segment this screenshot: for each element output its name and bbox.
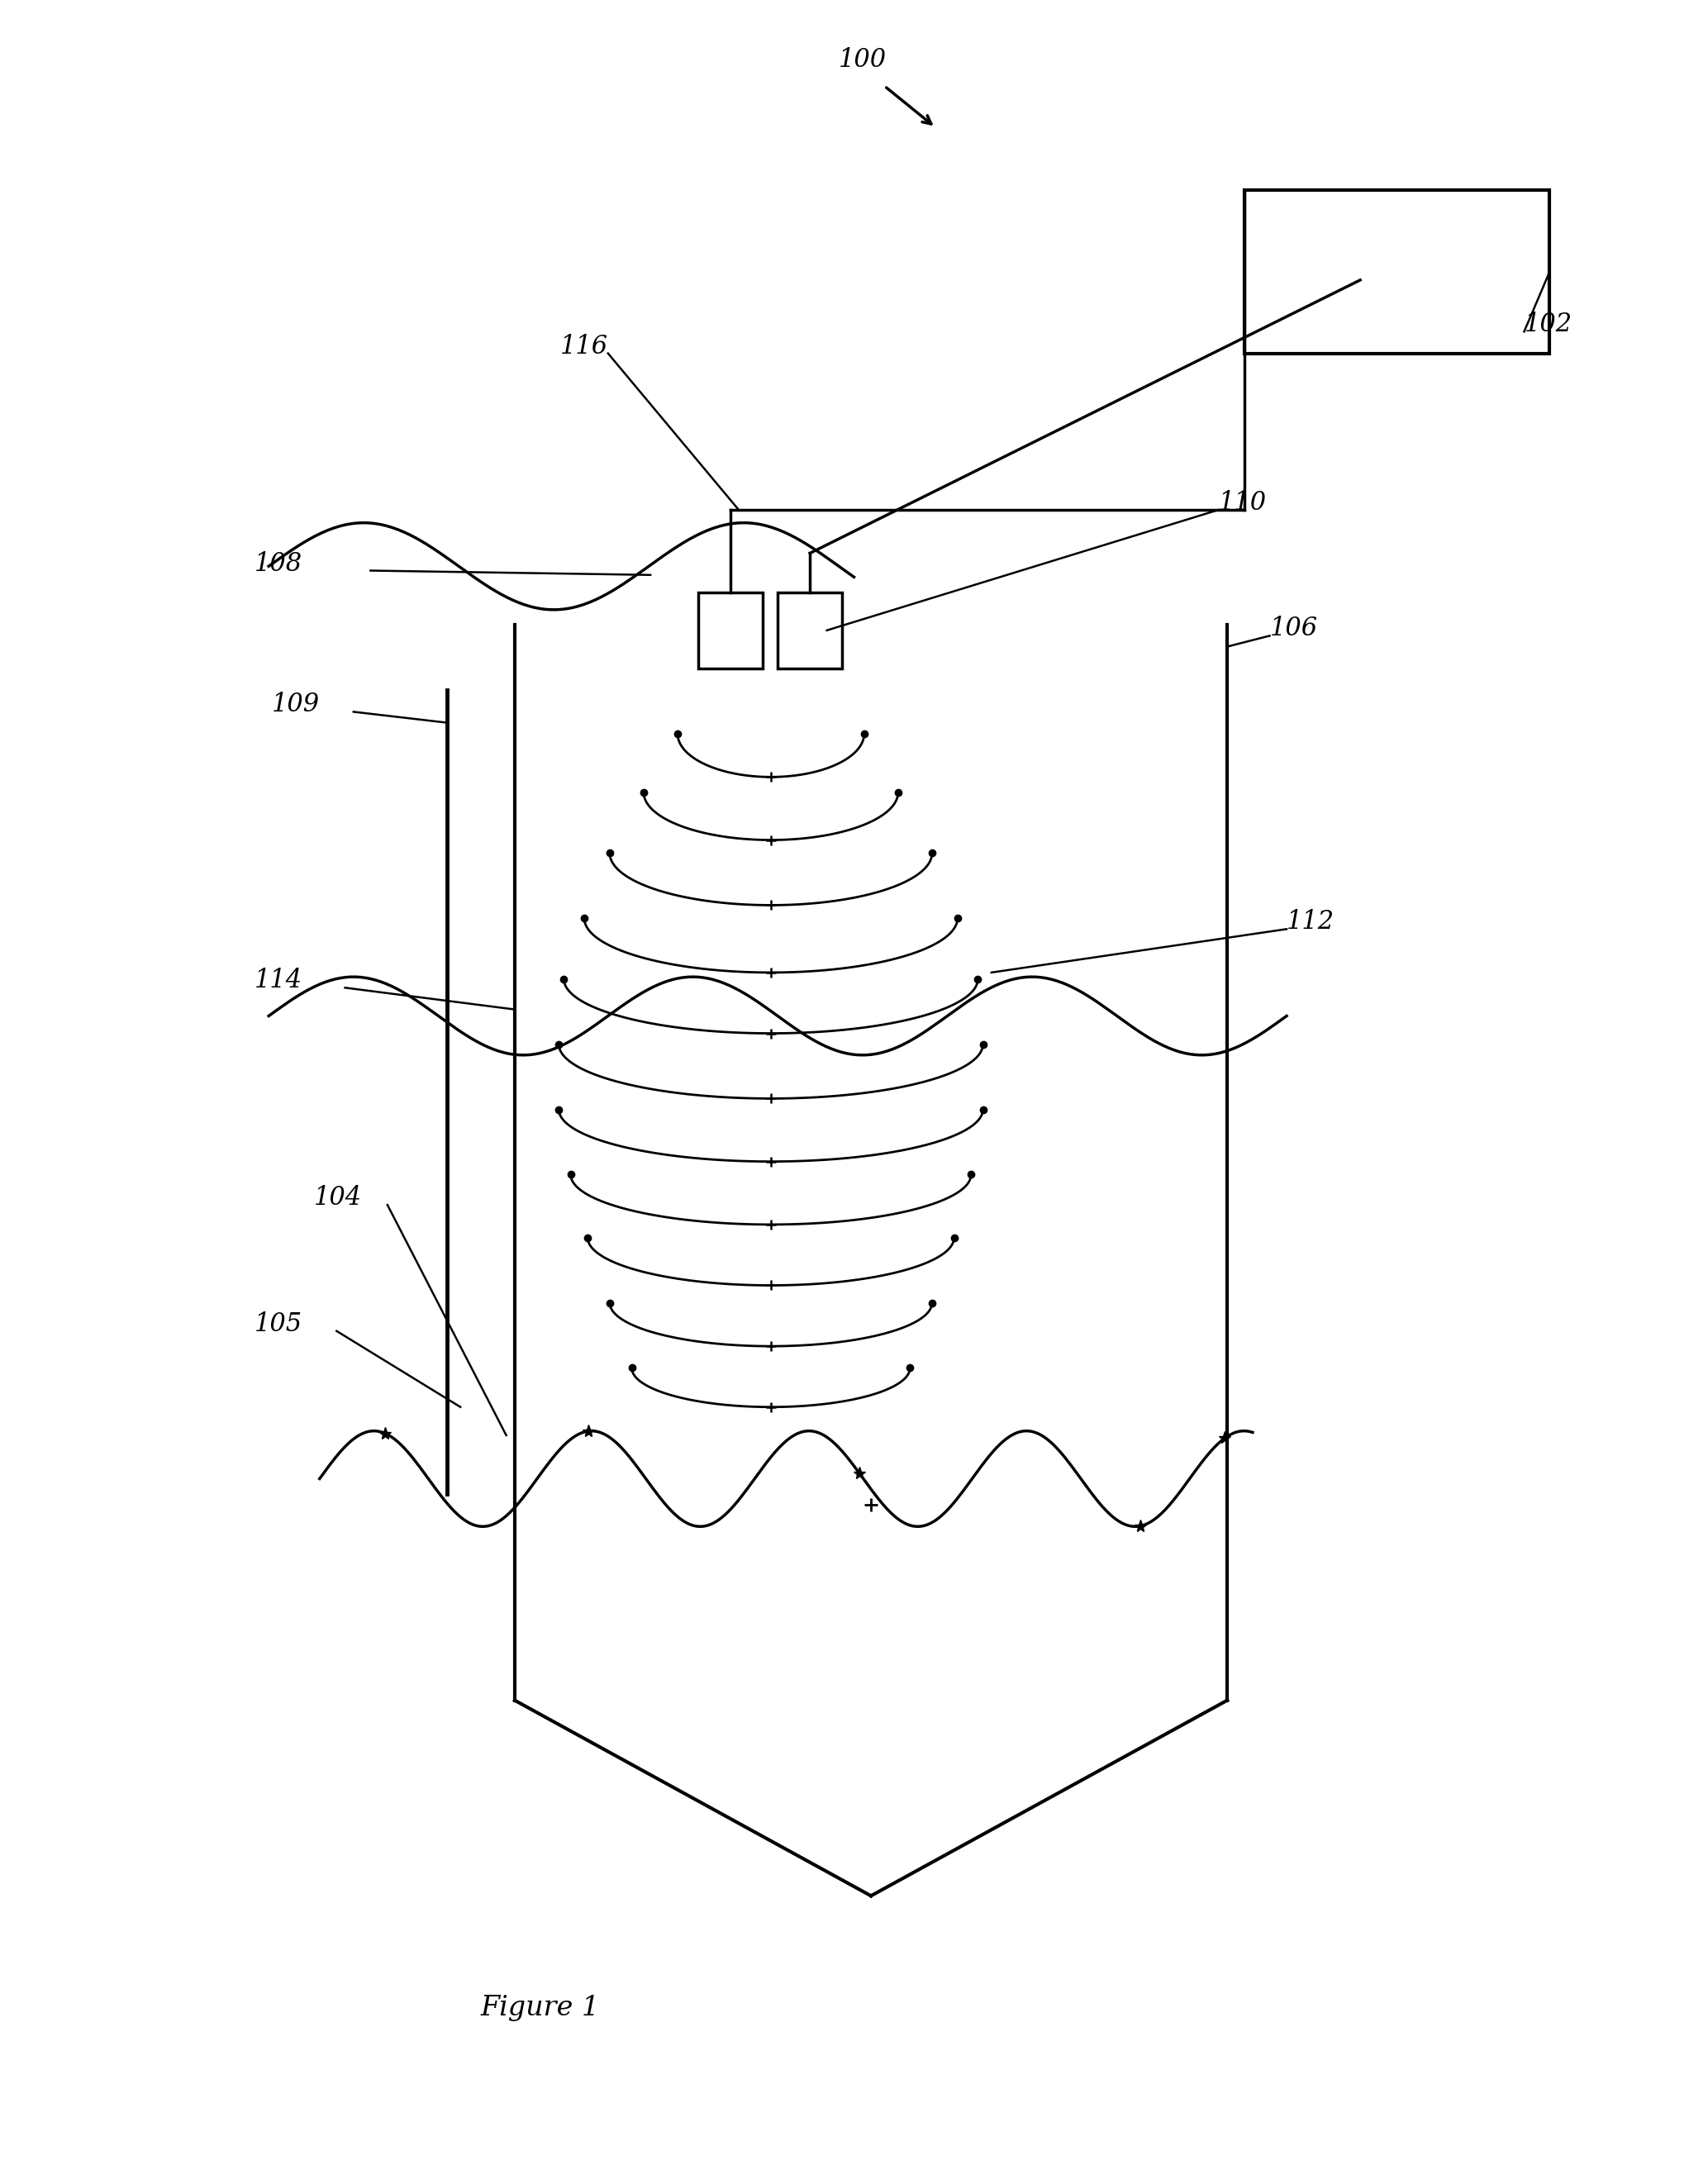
Text: 102: 102 (1524, 312, 1571, 336)
Bar (777, 592, 842, 668)
Bar (1243, 190, 1549, 354)
Text: 110: 110 (1220, 489, 1267, 515)
Text: 108: 108 (254, 550, 302, 577)
Text: 109: 109 (272, 692, 319, 719)
Text: 112: 112 (1286, 909, 1334, 935)
Text: 100: 100 (839, 46, 886, 72)
Text: 106: 106 (1269, 616, 1317, 642)
Bar (699, 592, 762, 668)
Text: 105: 105 (254, 1310, 302, 1337)
Text: 116: 116 (560, 334, 608, 358)
Text: Figure 1: Figure 1 (480, 1994, 600, 2020)
Text: 104: 104 (314, 1186, 362, 1210)
Text: 114: 114 (254, 968, 302, 994)
